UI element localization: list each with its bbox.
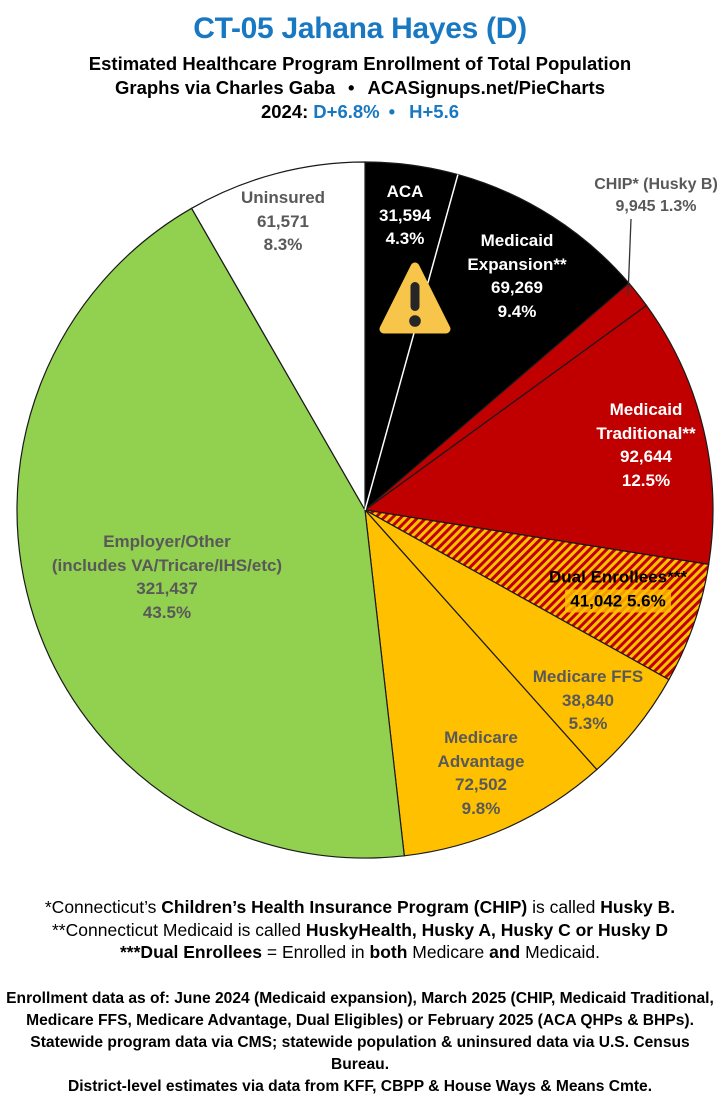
- attribution-site: ACASignups.net/PieCharts: [367, 77, 605, 98]
- warning-icon: [379, 262, 451, 334]
- slice-divider-white: [364, 174, 459, 511]
- pie-chart: [16, 161, 714, 859]
- source-note-line: Medicare FFS, Medicare Advantage, Dual E…: [26, 1012, 694, 1029]
- pie-slice-employer-other: [16, 207, 405, 859]
- warning-exclamation-bar: [410, 282, 420, 311]
- footnote-line: **Connecticut Medicaid is called HuskyHe…: [52, 919, 668, 940]
- election-d-result: D+6.8%: [313, 101, 380, 122]
- pie-slice-medicare-advantage: [364, 508, 598, 857]
- footnotes-block: *Connecticut’s Children’s Health Insuran…: [0, 896, 720, 964]
- pie-slice-uninsured: [190, 161, 366, 513]
- pie-slice-medicaid-traditional: [363, 304, 714, 566]
- chip-leader-line: [627, 218, 632, 297]
- attribution-line: Graphs via Charles Gaba • ACASignups.net/P…: [0, 77, 720, 99]
- source-note-line: Statewide program data via CMS; statewid…: [30, 1034, 690, 1073]
- footnote-line: *Connecticut’s Children’s Health Insuran…: [44, 897, 676, 917]
- pie-slice-medicaid-expansion: [363, 173, 630, 512]
- election-results-line: 2024: D+6.8% • H+5.6: [0, 101, 720, 123]
- election-h-result: H+5.6: [409, 101, 460, 122]
- election-year-label: 2024:: [260, 101, 309, 122]
- source-note-line: District-level estimates via data from K…: [67, 1078, 653, 1095]
- subtitle: Estimated Healthcare Program Enrollment …: [88, 53, 632, 74]
- header: CT-05 Jahana Hayes (D) Estimated Healthc…: [0, 0, 720, 123]
- chart-area: ACA 31,594 4.3% Medicaid Expansion** 69,269 9.…: [0, 140, 720, 885]
- page-title: CT-05 Jahana Hayes (D): [193, 12, 527, 45]
- source-note-line: Enrollment data as of: June 2024 (Medica…: [6, 990, 714, 1007]
- attribution-author: Graphs via Charles Gaba: [115, 77, 336, 98]
- bullet-separator: •: [388, 101, 396, 122]
- warning-exclamation-dot: [409, 315, 421, 327]
- bullet-separator: •: [348, 77, 355, 98]
- source-note-block: Enrollment data as of: June 2024 (Medica…: [0, 988, 720, 1098]
- footnote-line: ***Dual Enrollees = Enrolled in both Med…: [120, 942, 600, 962]
